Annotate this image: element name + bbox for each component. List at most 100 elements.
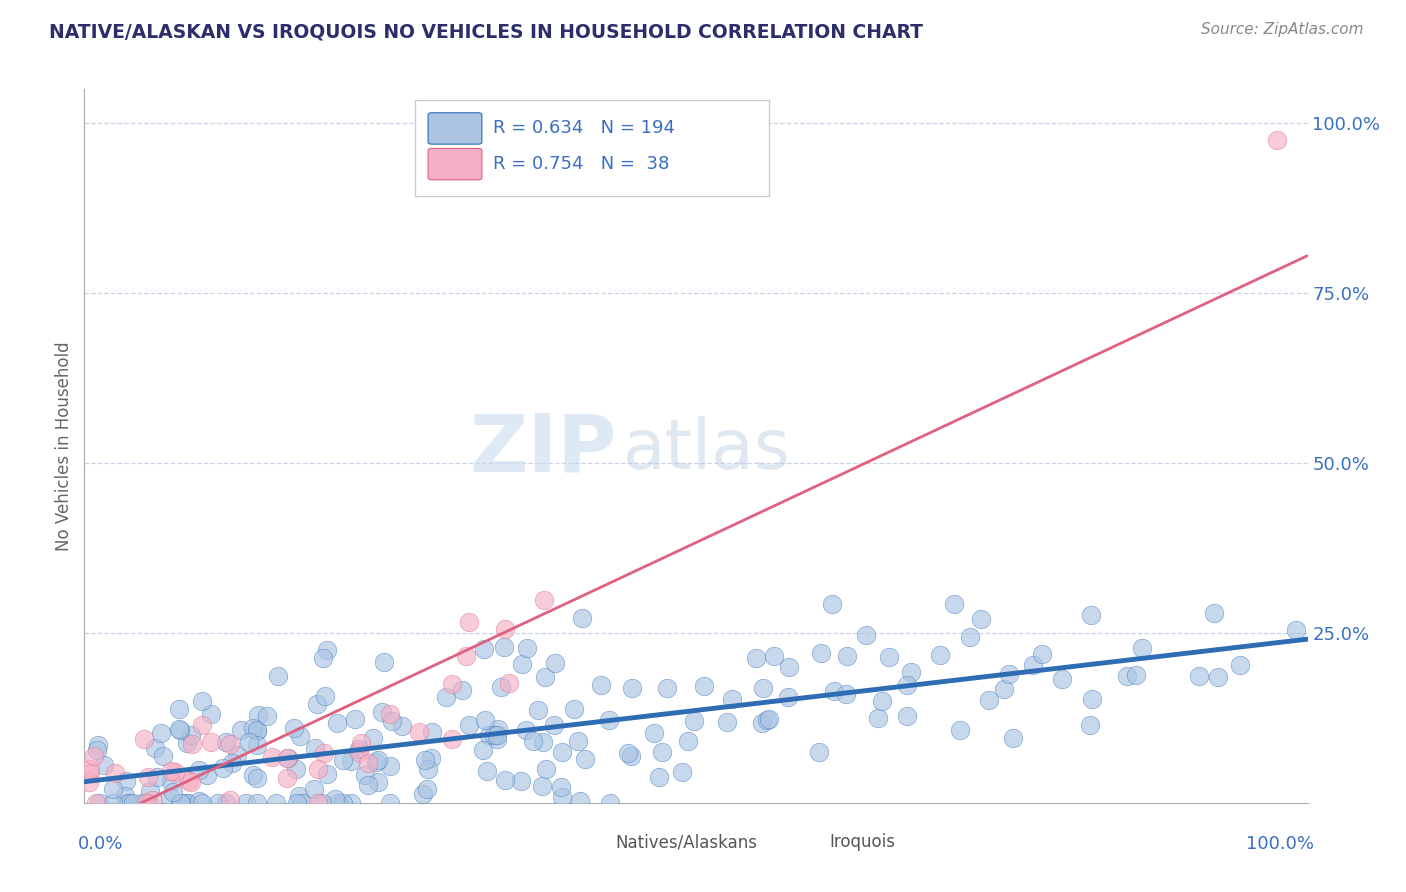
Point bbox=[86, 743, 108, 757]
Point bbox=[648, 770, 671, 784]
Point bbox=[138, 796, 160, 810]
Point bbox=[314, 690, 336, 704]
Point bbox=[475, 764, 498, 779]
Point bbox=[1130, 641, 1153, 656]
Point bbox=[266, 796, 288, 810]
Point bbox=[879, 650, 901, 665]
Point bbox=[415, 782, 437, 797]
Point bbox=[408, 725, 430, 739]
FancyBboxPatch shape bbox=[427, 112, 482, 145]
Point bbox=[420, 724, 443, 739]
Point bbox=[948, 723, 970, 737]
Point bbox=[114, 773, 136, 788]
Point bbox=[276, 771, 298, 785]
Point bbox=[451, 683, 474, 698]
Point bbox=[510, 773, 533, 788]
Point bbox=[574, 751, 596, 765]
Point bbox=[855, 627, 877, 641]
Y-axis label: No Vehicles in Household: No Vehicles in Household bbox=[55, 341, 73, 551]
Point bbox=[391, 719, 413, 733]
Point bbox=[246, 796, 269, 810]
Point bbox=[970, 612, 993, 626]
Point bbox=[683, 714, 706, 728]
Point bbox=[364, 756, 387, 770]
Point bbox=[959, 630, 981, 644]
Point bbox=[179, 774, 201, 789]
Point bbox=[162, 785, 184, 799]
Point bbox=[543, 657, 565, 671]
Point bbox=[778, 690, 800, 705]
Point bbox=[598, 713, 620, 727]
Point bbox=[591, 678, 613, 692]
Point bbox=[998, 666, 1021, 681]
Point bbox=[145, 740, 167, 755]
Point bbox=[316, 642, 339, 657]
Point bbox=[304, 740, 326, 755]
Point bbox=[332, 796, 354, 810]
Point bbox=[1078, 717, 1101, 731]
Point bbox=[1265, 133, 1288, 147]
Point bbox=[531, 735, 554, 749]
Point bbox=[472, 642, 495, 657]
Point bbox=[200, 707, 222, 722]
Point bbox=[165, 765, 187, 780]
Point bbox=[1285, 623, 1308, 637]
Point bbox=[219, 737, 242, 751]
Point bbox=[486, 728, 509, 742]
Point bbox=[367, 753, 389, 767]
Point bbox=[896, 709, 918, 723]
Text: R = 0.634   N = 194: R = 0.634 N = 194 bbox=[494, 120, 675, 137]
Point bbox=[190, 694, 212, 708]
Point bbox=[242, 721, 264, 735]
Point bbox=[242, 768, 264, 782]
Point bbox=[533, 592, 555, 607]
Point bbox=[131, 796, 153, 810]
Point bbox=[515, 723, 537, 738]
Point bbox=[122, 796, 145, 810]
Point bbox=[260, 749, 283, 764]
Point bbox=[693, 680, 716, 694]
Point bbox=[215, 796, 238, 810]
Point bbox=[810, 646, 832, 660]
Point bbox=[180, 775, 202, 789]
FancyBboxPatch shape bbox=[415, 100, 769, 196]
Text: R = 0.754   N =  38: R = 0.754 N = 38 bbox=[494, 155, 669, 173]
Point bbox=[1202, 606, 1225, 620]
Point bbox=[498, 676, 520, 690]
Point bbox=[486, 723, 509, 737]
Point bbox=[246, 738, 269, 752]
Point bbox=[79, 775, 101, 789]
Point bbox=[187, 794, 209, 808]
Point bbox=[247, 708, 270, 723]
Point bbox=[169, 702, 191, 716]
Point bbox=[868, 711, 890, 725]
Point bbox=[1001, 731, 1024, 746]
Point bbox=[758, 712, 780, 726]
Point bbox=[139, 784, 162, 798]
Point bbox=[349, 745, 371, 759]
Point bbox=[344, 712, 367, 726]
Point bbox=[312, 651, 335, 665]
Point bbox=[536, 762, 558, 776]
Point bbox=[412, 787, 434, 801]
Point bbox=[134, 731, 156, 746]
Point bbox=[568, 795, 591, 809]
Text: atlas: atlas bbox=[623, 416, 790, 483]
Point bbox=[307, 796, 329, 810]
Point bbox=[114, 789, 136, 803]
Point bbox=[200, 734, 222, 748]
Point bbox=[188, 763, 211, 777]
Point bbox=[84, 796, 107, 810]
Point bbox=[79, 762, 101, 776]
Text: Natives/Alaskans: Natives/Alaskans bbox=[616, 833, 758, 851]
Point bbox=[283, 721, 305, 735]
Point bbox=[456, 649, 478, 664]
Point bbox=[349, 741, 371, 756]
Point bbox=[942, 598, 965, 612]
Point bbox=[716, 715, 738, 730]
Point bbox=[543, 717, 565, 731]
Point bbox=[350, 736, 373, 750]
Point bbox=[1125, 668, 1147, 682]
Point bbox=[510, 657, 533, 671]
Point bbox=[332, 753, 354, 767]
